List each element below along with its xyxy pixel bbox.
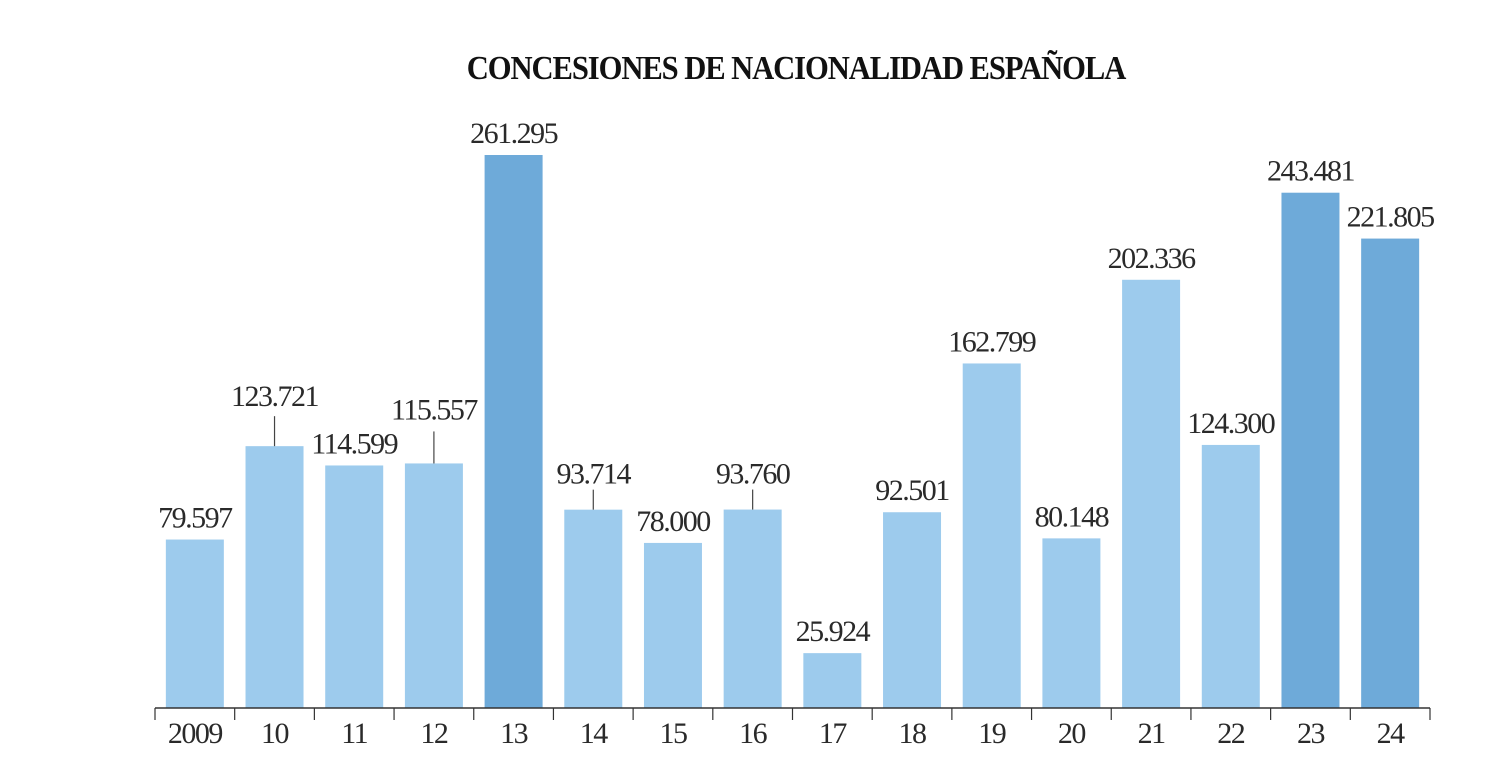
bar xyxy=(1042,538,1101,708)
x-tick-label: 16 xyxy=(739,717,768,750)
bar xyxy=(723,509,782,708)
bar xyxy=(1201,444,1260,708)
data-label: 124.300 xyxy=(1187,407,1275,440)
data-label: 93.760 xyxy=(716,458,790,491)
x-tick-label: 20 xyxy=(1058,717,1086,750)
data-label: 202.336 xyxy=(1108,242,1197,275)
x-tick-label: 14 xyxy=(580,717,609,750)
data-label: 78.000 xyxy=(636,505,710,538)
bar xyxy=(1281,192,1340,708)
x-tick-label: 22 xyxy=(1217,717,1245,750)
bar xyxy=(1122,279,1181,708)
x-tick-label: 10 xyxy=(261,717,289,750)
chart-title: CONCESIONES DE NACIONALIDAD ESPAÑOLA xyxy=(466,50,1127,87)
data-label: 261.295 xyxy=(470,117,558,150)
x-tick-label: 2009 xyxy=(168,717,223,750)
data-label: 93.714 xyxy=(557,458,632,491)
data-label: 79.597 xyxy=(158,502,233,535)
data-label: 123.721 xyxy=(231,380,319,413)
data-label: 221.805 xyxy=(1347,201,1435,234)
bar xyxy=(325,465,384,708)
x-tick-label: 13 xyxy=(500,717,528,750)
x-tick-label: 12 xyxy=(420,717,448,750)
bar xyxy=(643,542,702,708)
bar xyxy=(1361,238,1420,708)
data-label: 114.599 xyxy=(311,427,397,460)
x-tick-label: 23 xyxy=(1297,717,1325,750)
bar xyxy=(245,446,304,708)
x-tick-label: 18 xyxy=(899,717,927,750)
x-tick-label: 15 xyxy=(659,717,687,750)
bar xyxy=(564,509,623,708)
x-tick-label: 24 xyxy=(1377,717,1406,750)
x-tick-label: 21 xyxy=(1138,717,1166,750)
x-tick-label: 17 xyxy=(819,717,848,750)
data-label: 92.501 xyxy=(875,474,949,507)
x-tick-label: 19 xyxy=(978,717,1006,750)
data-label: 25.924 xyxy=(796,615,871,648)
bar xyxy=(484,155,543,708)
data-label: 80.148 xyxy=(1035,500,1109,533)
data-label: 115.557 xyxy=(391,393,478,426)
bar xyxy=(165,539,224,708)
data-label: 243.481 xyxy=(1267,155,1355,188)
bar xyxy=(803,653,862,708)
x-tick-label: 11 xyxy=(341,717,367,750)
bar xyxy=(962,363,1021,708)
data-label: 162.799 xyxy=(948,325,1036,358)
bar xyxy=(404,463,463,708)
bar xyxy=(883,512,942,708)
